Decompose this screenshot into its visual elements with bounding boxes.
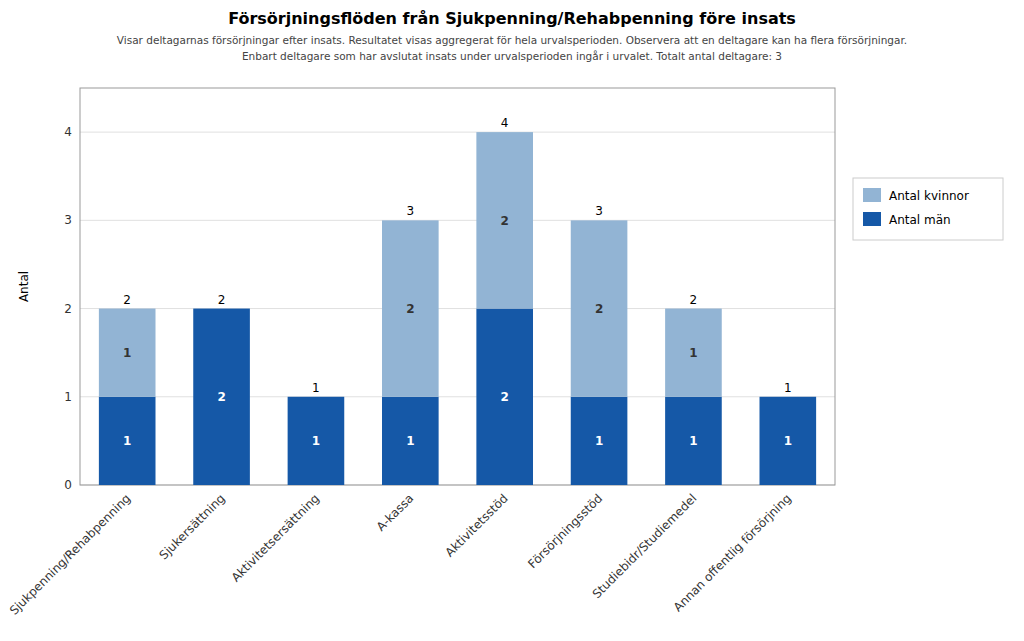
bar-segment xyxy=(760,396,817,397)
total-label: 3 xyxy=(595,204,603,218)
x-tick-label: A-kassa xyxy=(374,491,417,534)
bar-segment xyxy=(288,396,345,397)
title: Försörjningsflöden från Sjukpenning/Reha… xyxy=(228,9,796,28)
x-tick-label: Annan offentlig försörjning xyxy=(671,491,794,614)
y-tick-label: 0 xyxy=(64,478,72,492)
segment-label: 1 xyxy=(312,434,320,448)
segment-label: 2 xyxy=(501,214,509,228)
segment-label: 1 xyxy=(689,434,697,448)
x-tick-label: Sjukpenning/Rehabpenning xyxy=(7,491,133,617)
segment-label: 1 xyxy=(784,434,792,448)
segment-label: 1 xyxy=(123,346,131,360)
legend-swatch xyxy=(863,188,881,202)
bar-segment xyxy=(382,220,439,396)
bar-segment xyxy=(760,397,817,485)
plot-frame xyxy=(80,88,835,485)
bar-segment xyxy=(288,397,345,485)
y-axis: 0 1 2 3 4 xyxy=(64,125,835,492)
x-tick-label: Aktivitetsersättning xyxy=(229,491,322,584)
y-tick-label: 3 xyxy=(64,213,72,227)
bars xyxy=(99,132,816,485)
legend-frame xyxy=(853,178,1003,240)
bar-segment xyxy=(476,132,533,308)
segment-label: 2 xyxy=(406,302,414,316)
y-axis-label: Antal xyxy=(17,271,31,302)
legend-entry: Antal kvinnor xyxy=(889,189,969,203)
grid-line xyxy=(80,132,835,133)
bar-segment xyxy=(382,397,439,485)
segment-label: 2 xyxy=(501,390,509,404)
legend: Antal kvinnor Antal män xyxy=(853,178,1003,240)
chart-container: Försörjningsflöden från Sjukpenning/Reha… xyxy=(0,0,1024,641)
total-label: 2 xyxy=(123,293,131,307)
subtitle: Visar deltagarnas försörjningar efter in… xyxy=(117,34,907,46)
segment-label: 1 xyxy=(689,346,697,360)
x-tick-label: Aktivitetsstöd xyxy=(443,491,511,559)
segment-label: 2 xyxy=(217,390,225,404)
chart: Försörjningsflöden från Sjukpenning/Reha… xyxy=(0,0,1024,641)
bar-segment xyxy=(665,397,722,485)
total-label: 2 xyxy=(690,293,698,307)
total-label: 2 xyxy=(218,293,226,307)
segment-label: 1 xyxy=(595,434,603,448)
segment-label: 1 xyxy=(123,434,131,448)
y-tick-label: 2 xyxy=(64,302,72,316)
grid-line xyxy=(80,220,835,221)
bar-segment xyxy=(476,309,533,485)
subtitle: Enbart deltagare som har avslutat insats… xyxy=(242,50,782,62)
x-tick-label: Sjukersättning xyxy=(157,491,228,562)
bar-segment xyxy=(99,309,156,397)
total-label: 3 xyxy=(406,204,414,218)
x-tick-label: Försörjningsstöd xyxy=(525,491,605,571)
bar-segment xyxy=(193,309,250,485)
x-axis: Sjukpenning/RehabpenningSjukersättningAk… xyxy=(7,491,794,617)
legend-swatch xyxy=(863,212,881,226)
total-label: 4 xyxy=(501,116,509,130)
y-tick-label: 4 xyxy=(64,125,72,139)
y-tick-label: 1 xyxy=(64,390,72,404)
legend-entry: Antal män xyxy=(889,213,951,227)
data-labels: 1 1 2 1 1 2 2 2 1 2 1 1 1 2 2 1 3 4 3 2 1 xyxy=(123,116,792,448)
bar-segment xyxy=(665,309,722,397)
total-label: 1 xyxy=(312,381,320,395)
bar-segment xyxy=(571,220,628,396)
bar-segment xyxy=(193,308,250,309)
total-label: 1 xyxy=(784,381,792,395)
bar-segment xyxy=(571,397,628,485)
x-tick-label: Studiebidr/Studiemedel xyxy=(590,491,700,601)
segment-label: 2 xyxy=(595,302,603,316)
segment-label: 1 xyxy=(406,434,414,448)
bar-segment xyxy=(99,397,156,485)
